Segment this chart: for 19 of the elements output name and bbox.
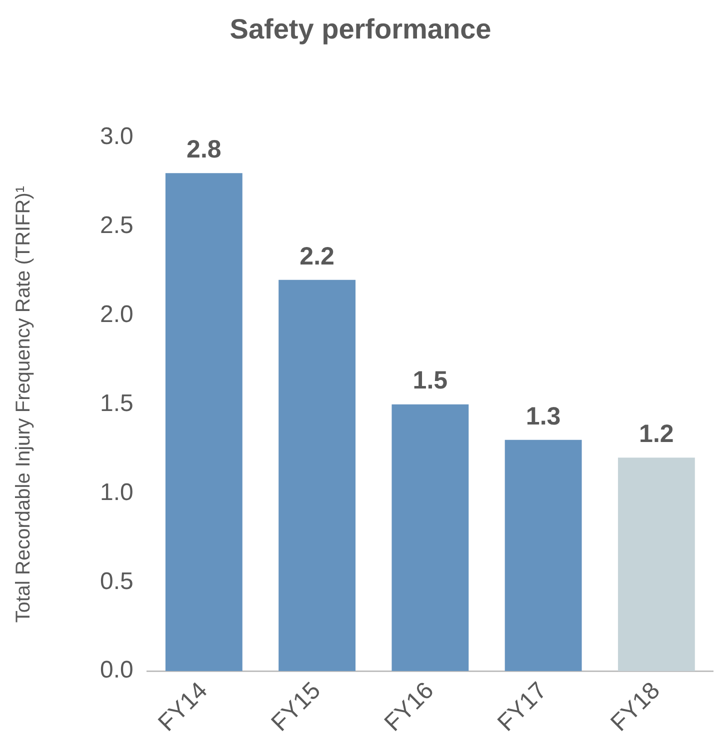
data-label: 2.8 (186, 136, 222, 164)
y-tick-label: 3.0 (100, 123, 134, 150)
bar (504, 440, 582, 672)
data-label: 2.2 (300, 242, 334, 270)
bar (278, 280, 356, 672)
data-label: 1.5 (412, 366, 448, 395)
y-axis-title: Total Recordable Injury Frequency Rate (TRIFR)¹ (12, 186, 35, 623)
y-tick-label: 2.0 (100, 301, 134, 328)
y-tick-label: 0.5 (100, 568, 134, 595)
y-tick-label: 1.5 (100, 390, 134, 417)
chart-title: Safety performance (230, 14, 492, 45)
data-label: 1.2 (639, 420, 674, 448)
y-tick-label: 0.0 (100, 656, 134, 684)
y-tick-label: 1.0 (100, 478, 134, 506)
bar (618, 458, 695, 672)
bar (392, 404, 469, 672)
y-tick-label: 2.5 (100, 212, 134, 240)
bar (165, 173, 242, 672)
data-label: 1.3 (526, 402, 561, 430)
